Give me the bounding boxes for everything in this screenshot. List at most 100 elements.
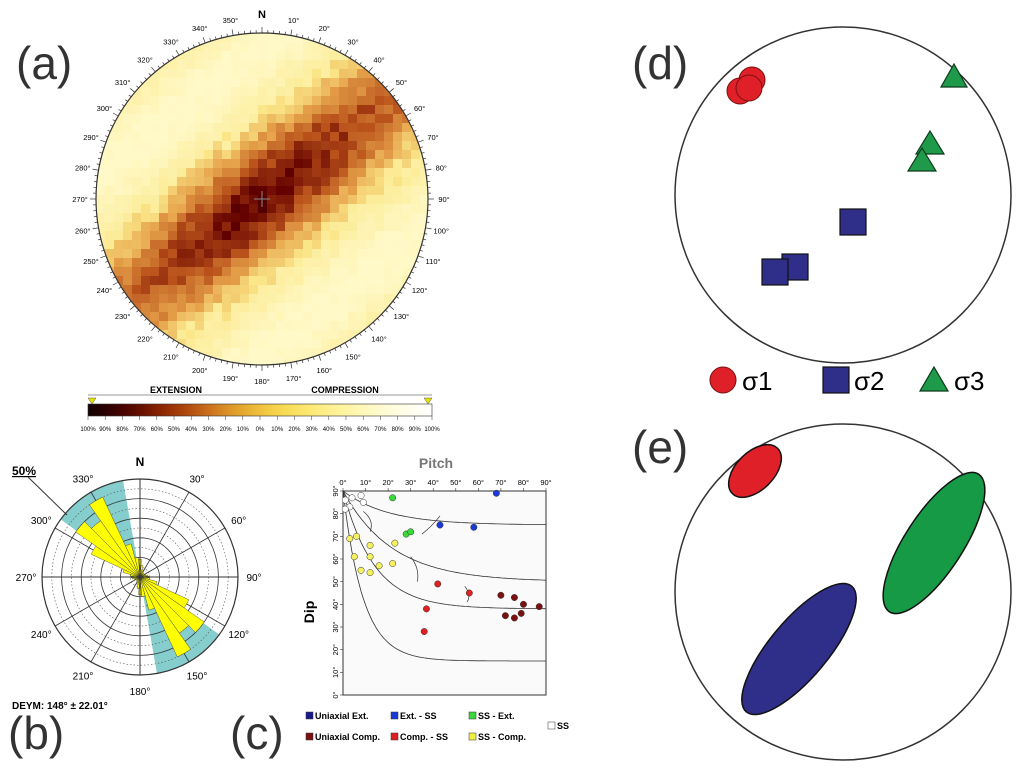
data-points (341, 489, 543, 635)
x-tick-label: 10° (360, 478, 371, 487)
classification-curves (342, 490, 547, 662)
plot-title: Pitch (419, 455, 453, 471)
rose-petal (75, 521, 141, 578)
colorbar-tick-label: 30% (202, 427, 215, 433)
ring-tick-label: 320° (137, 56, 153, 65)
sigma3-point (939, 62, 969, 88)
ring-tick-label: 170° (286, 374, 302, 383)
x-tick-label: 20° (382, 478, 393, 487)
colorbar-left-marker (87, 397, 97, 405)
colorbar-tick-label: 10% (237, 427, 250, 433)
data-point (389, 494, 397, 502)
legend-sigma3-symbol (918, 365, 950, 392)
x-tick-label: 90° (540, 478, 551, 487)
x-tick-label: 80° (518, 478, 529, 487)
data-point (535, 603, 543, 611)
panel-d-stereonet-axes: σ1 σ2 σ3 (674, 26, 1012, 396)
legend-label: SS - Ext. (478, 711, 515, 721)
legend-sigma3-label: σ3 (954, 366, 985, 396)
data-point (407, 528, 415, 536)
sigma3-point (914, 129, 946, 155)
rose-angle-label: 330° (73, 474, 94, 485)
data-point (434, 580, 442, 588)
rose-angle-label: 210° (73, 672, 94, 683)
legend-sigma1-symbol (709, 366, 737, 394)
legend-sigma1-label: σ1 (742, 366, 773, 396)
ring-tick-label: 70° (427, 133, 438, 142)
colorbar-tick-label: 50% (168, 427, 181, 433)
y-axis-label: Dip (301, 601, 317, 624)
rose-petal (125, 543, 141, 578)
colorbar-tick-label: 20% (220, 427, 233, 433)
panel-label-b: (b) (8, 707, 65, 759)
data-point (341, 505, 349, 513)
sigma1-point (735, 74, 763, 102)
legend-label: Comp. - SS (400, 732, 448, 742)
colorbar-tick-label: 90% (409, 427, 422, 433)
y-tick-label: 70° (331, 531, 340, 542)
ring-tick-labels: 10° 20° 30° 40° 50° 60° 70° 80° 90° 100° 110° 120° 1… (72, 16, 449, 386)
colorbar-tick-label: 10% (271, 427, 284, 433)
ring-tick-label: 240° (97, 286, 113, 295)
sigma2-points (761, 208, 867, 286)
colorbar-tick-label: 50% (340, 427, 353, 433)
panel-label-c: (c) (230, 707, 284, 759)
data-point (375, 562, 383, 570)
ring-tick-label: 180° (254, 377, 270, 386)
colorbar-ticks: 100% 90% 80% 70% 60% 50% 40% 30% 20% 10% 0% 10% 20% 3… (80, 416, 440, 433)
data-point (357, 492, 365, 499)
colorbar-tick-label: 90% (99, 427, 112, 433)
ring-tick-label: 20° (319, 24, 330, 33)
data-point (359, 498, 367, 506)
ring-tick-label: 230° (115, 312, 131, 321)
sigma2-ellipse (741, 582, 857, 716)
colorbar-tick-label: 60% (357, 427, 370, 433)
rose-petal (89, 496, 141, 578)
ring-tick-label: 10° (288, 16, 299, 25)
panel-a-stereonet: 10° 20° 30° 40° 50° 60° 70° 80° 90° 100° 110° 120° 1… (72, 9, 449, 433)
ring-tick-label: 120° (412, 286, 428, 295)
panel-label-e: (e) (632, 421, 689, 473)
legend-label: Ext. - SS (400, 711, 437, 721)
rose-caption: DEYM: 148° ± 22.01° (12, 701, 108, 712)
data-point (501, 612, 509, 620)
data-point (366, 569, 374, 577)
ring-tick-label: 40° (373, 56, 384, 65)
north-label-b: N (136, 455, 145, 469)
rose-angle-label: 90° (246, 573, 261, 584)
x-tick-label: 60° (473, 478, 484, 487)
ring-tick-label: 80° (436, 163, 447, 172)
ring-tick-label: 340° (192, 24, 208, 33)
y-tick-label: 10° (331, 667, 340, 678)
data-point (423, 605, 430, 613)
data-point (350, 553, 358, 561)
legend-label: SS - Comp. (478, 732, 526, 742)
rose-petal (139, 576, 146, 597)
ring-tick-label: 290° (83, 133, 99, 142)
y-tick-label: 30° (331, 621, 340, 632)
legend-d: σ1 σ2 σ3 (709, 365, 985, 396)
colorbar-compression-title: COMPRESSION (311, 385, 379, 395)
sigma3-ellipse (882, 471, 986, 615)
panel-c-pitch-dip-plot: Pitch Dip 0° 10° 20° 30° 40° 50° 60° 70° 80° 90°0… (301, 455, 569, 742)
ring-tick-label: 30° (347, 37, 358, 46)
ring-ticks (90, 27, 434, 371)
rose-angle-label: 300° (31, 516, 52, 527)
rose-angle-label: 60° (231, 516, 246, 527)
rose-petal (139, 576, 155, 611)
north-label-a: N (258, 9, 266, 21)
ring-tick-label: 280° (75, 163, 91, 172)
legend-swatch (305, 711, 314, 720)
data-point (341, 496, 349, 504)
legend-sigma2-label: σ2 (854, 366, 885, 396)
y-tick-label: 20° (331, 644, 340, 655)
ring-tick-label: 160° (316, 366, 332, 375)
stereonet-outline-d (674, 26, 1012, 364)
panel-b-rose-diagram: 30° 60° 90° 120° 150° 180° 210° 240° 270° 300° 330… (12, 455, 262, 712)
x-tick-label: 50° (450, 478, 461, 487)
data-point (470, 523, 478, 531)
data-point (517, 609, 525, 617)
colorbar-tick-label: 80% (116, 427, 129, 433)
panel-e-stereonet-ellipses (674, 423, 1012, 761)
